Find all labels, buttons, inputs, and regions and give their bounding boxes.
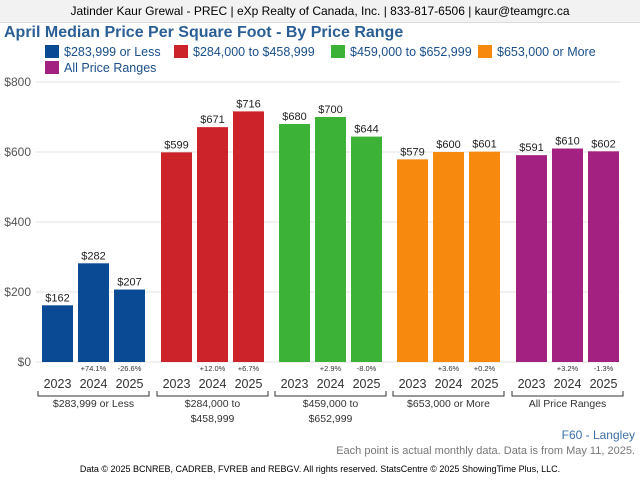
bar <box>552 148 583 362</box>
legend-swatch <box>331 45 345 58</box>
y-tick-label: $800 <box>4 75 31 89</box>
group-bracket <box>156 391 269 397</box>
change-label: +3.6% <box>438 364 460 373</box>
y-tick-label: $600 <box>4 145 31 159</box>
legend-item[interactable]: $283,999 or Less <box>45 45 161 59</box>
x-tick-label: 2024 <box>435 377 463 391</box>
bar <box>516 155 547 362</box>
legend-label: All Price Ranges <box>64 61 157 75</box>
change-label: -1.3% <box>594 364 614 373</box>
y-tick-label: $200 <box>4 285 31 299</box>
bar-value-label: $579 <box>400 146 424 158</box>
agent-header: Jatinder Kaur Grewal - PREC | eXp Realty… <box>0 0 640 23</box>
legend-swatch <box>45 61 59 74</box>
change-label: +74.1% <box>81 364 107 373</box>
legend-label: $459,000 to $652,999 <box>350 45 472 59</box>
legend-item[interactable]: $459,000 to $652,999 <box>331 45 472 59</box>
legend-item[interactable]: All Price Ranges <box>45 61 156 75</box>
legend-item[interactable]: $653,000 or More <box>478 45 596 59</box>
group-label: $459,000 to <box>303 398 359 410</box>
change-label: +2.9% <box>320 364 342 373</box>
chart-title: April Median Price Per Square Foot - By … <box>4 24 404 41</box>
bar <box>78 263 109 362</box>
group-label: All Price Ranges <box>529 398 607 410</box>
x-tick-label: 2023 <box>281 377 309 391</box>
bar-value-label: $680 <box>282 111 306 123</box>
group-label: $284,000 to <box>185 398 241 410</box>
area-code: F60 - Langley <box>561 428 635 442</box>
x-tick-label: 2023 <box>518 377 546 391</box>
bar-value-label: $644 <box>354 124 378 136</box>
x-tick-label: 2024 <box>199 377 227 391</box>
bar <box>315 117 346 362</box>
group-label: $652,999 <box>309 413 353 425</box>
x-tick-label: 2023 <box>163 377 191 391</box>
group-bracket <box>274 391 387 397</box>
change-label: +0.2% <box>474 364 496 373</box>
x-tick-label: 2025 <box>116 377 144 391</box>
bar <box>233 111 264 363</box>
group-bracket <box>511 391 624 397</box>
group-bracket <box>392 391 505 397</box>
bar-value-label: $591 <box>519 142 543 154</box>
change-label: +6.7% <box>238 364 260 373</box>
y-tick-label: $400 <box>4 215 31 229</box>
legend-swatch <box>478 45 492 58</box>
bar <box>114 289 145 362</box>
group-bracket <box>37 391 150 397</box>
change-label: +3.2% <box>557 364 579 373</box>
x-tick-label: 2025 <box>590 377 618 391</box>
bar <box>161 152 192 362</box>
y-tick-label: $0 <box>18 355 32 369</box>
x-tick-label: 2024 <box>80 377 108 391</box>
bar-value-label: $671 <box>200 114 224 126</box>
legend-item[interactable]: $284,000 to $458,999 <box>174 45 315 59</box>
bar <box>351 136 382 362</box>
x-tick-label: 2023 <box>399 377 427 391</box>
bar-value-label: $207 <box>117 277 141 289</box>
bar-chart: $0 $200 $400 $600 $800 $162 2023 $282 +74.1% 2024… <box>4 75 624 425</box>
x-tick-label: 2024 <box>317 377 345 391</box>
bar <box>469 151 500 362</box>
bar <box>433 152 464 362</box>
bar-value-label: $700 <box>318 104 342 116</box>
bar <box>42 305 73 362</box>
bar-value-label: $601 <box>472 139 496 151</box>
bar-value-label: $282 <box>81 250 105 262</box>
copyright-footer: Data © 2025 BCNREB, CADREB, FVREB and RE… <box>79 464 561 474</box>
group-label: $653,000 or More <box>407 398 490 410</box>
bar-value-label: $602 <box>591 138 615 150</box>
x-tick-label: 2025 <box>471 377 499 391</box>
bar <box>279 124 310 362</box>
group-label: $283,999 or Less <box>53 398 134 410</box>
bar-value-label: $610 <box>555 136 579 148</box>
data-footnote: Each point is actual monthly data. Data … <box>336 445 635 457</box>
x-tick-label: 2023 <box>44 377 72 391</box>
bar-value-label: $599 <box>164 139 188 151</box>
bar-value-label: $162 <box>45 292 69 304</box>
change-label: -26.6% <box>118 364 142 373</box>
change-label: +12.0% <box>200 364 226 373</box>
bar <box>197 127 228 363</box>
legend-label: $284,000 to $458,999 <box>193 45 315 59</box>
change-label: -8.0% <box>357 364 377 373</box>
bar <box>588 151 619 362</box>
bar-value-label: $600 <box>436 139 460 151</box>
legend-label: $283,999 or Less <box>64 45 161 59</box>
bar-value-label: $716 <box>236 98 260 110</box>
x-tick-label: 2025 <box>353 377 381 391</box>
x-tick-label: 2024 <box>554 377 582 391</box>
legend-swatch <box>45 45 59 58</box>
legend-label: $653,000 or More <box>497 45 596 59</box>
group-label: $458,999 <box>191 413 235 425</box>
legend-swatch <box>174 45 188 58</box>
bar <box>397 159 428 362</box>
x-tick-label: 2025 <box>235 377 263 391</box>
